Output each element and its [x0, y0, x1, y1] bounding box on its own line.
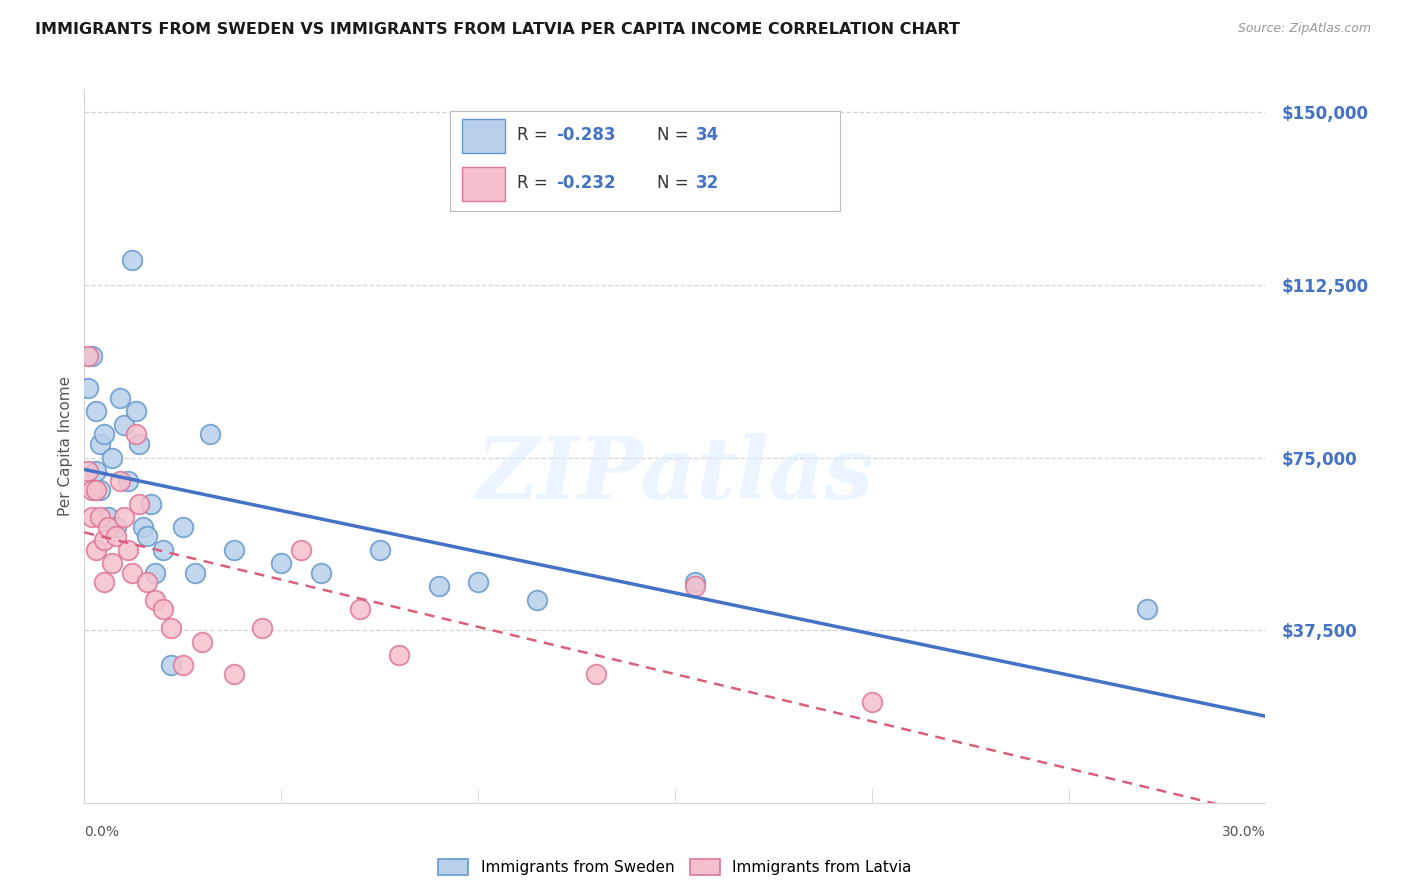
- Point: [97, 510, 120, 524]
- Point: [104, 519, 127, 533]
- Point: [427, 579, 450, 593]
- Point: [93, 574, 115, 589]
- Point: [82, 510, 104, 524]
- Point: [349, 602, 371, 616]
- Point: [467, 574, 489, 589]
- Point: [82, 483, 104, 497]
- Point: [200, 427, 222, 442]
- Point: [132, 519, 155, 533]
- Legend: Immigrants from Sweden, Immigrants from Latvia: Immigrants from Sweden, Immigrants from …: [437, 860, 912, 875]
- Point: [222, 542, 245, 557]
- Point: [124, 427, 146, 442]
- Point: [152, 542, 174, 557]
- Point: [860, 694, 883, 708]
- Point: [152, 602, 174, 616]
- Point: [368, 542, 391, 557]
- Text: 30.0%: 30.0%: [1222, 825, 1265, 839]
- Point: [77, 381, 100, 395]
- Point: [84, 464, 107, 478]
- Point: [104, 529, 127, 543]
- Point: [143, 593, 166, 607]
- Point: [121, 252, 143, 267]
- Point: [141, 497, 163, 511]
- Point: [160, 657, 183, 672]
- Point: [222, 666, 245, 681]
- Point: [250, 621, 273, 635]
- Point: [585, 666, 607, 681]
- Point: [136, 574, 159, 589]
- Point: [160, 621, 183, 635]
- Point: [112, 510, 135, 524]
- Point: [97, 519, 120, 533]
- Point: [683, 579, 706, 593]
- Point: [143, 566, 166, 580]
- Point: [117, 474, 139, 488]
- Point: [84, 483, 107, 497]
- Point: [121, 566, 143, 580]
- Point: [77, 464, 100, 478]
- Text: ZIPatlas: ZIPatlas: [475, 433, 875, 516]
- Point: [117, 542, 139, 557]
- Point: [526, 593, 548, 607]
- Point: [89, 436, 111, 450]
- Text: Source: ZipAtlas.com: Source: ZipAtlas.com: [1237, 22, 1371, 36]
- Point: [82, 349, 104, 363]
- Text: 0.0%: 0.0%: [84, 825, 120, 839]
- Point: [183, 566, 205, 580]
- Point: [89, 483, 111, 497]
- Point: [191, 634, 214, 648]
- Point: [172, 519, 194, 533]
- Text: IMMIGRANTS FROM SWEDEN VS IMMIGRANTS FROM LATVIA PER CAPITA INCOME CORRELATION C: IMMIGRANTS FROM SWEDEN VS IMMIGRANTS FRO…: [35, 22, 960, 37]
- Point: [309, 566, 332, 580]
- Point: [172, 657, 194, 672]
- Point: [77, 349, 100, 363]
- Point: [89, 510, 111, 524]
- Point: [108, 391, 131, 405]
- Point: [1136, 602, 1159, 616]
- Point: [84, 542, 107, 557]
- Point: [108, 474, 131, 488]
- Point: [84, 404, 107, 418]
- Point: [388, 648, 411, 663]
- Point: [93, 533, 115, 548]
- Y-axis label: Per Capita Income: Per Capita Income: [58, 376, 73, 516]
- Point: [93, 427, 115, 442]
- Point: [101, 557, 124, 571]
- Point: [112, 418, 135, 433]
- Point: [290, 542, 312, 557]
- Point: [683, 574, 706, 589]
- Point: [101, 450, 124, 465]
- Point: [270, 557, 292, 571]
- Point: [128, 436, 150, 450]
- Point: [136, 529, 159, 543]
- Point: [124, 404, 146, 418]
- Point: [128, 497, 150, 511]
